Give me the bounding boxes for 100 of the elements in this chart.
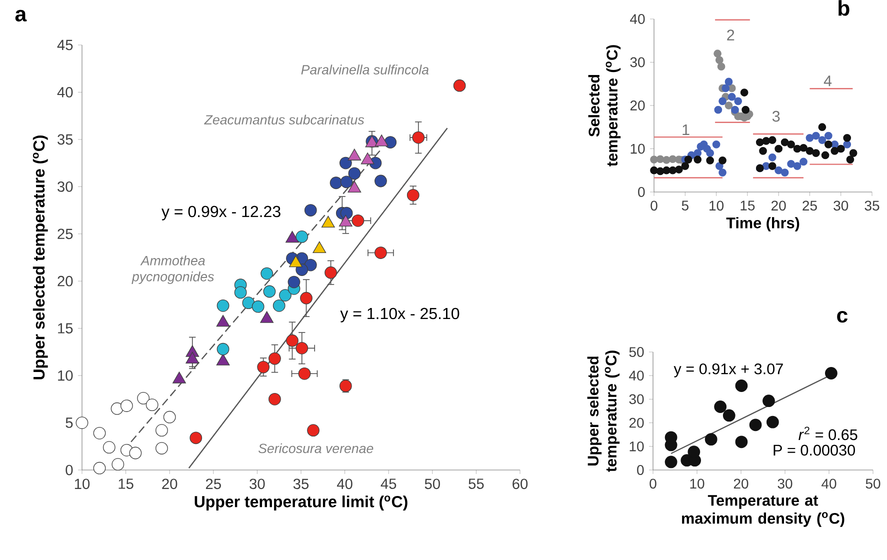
point: [787, 140, 795, 148]
point: [735, 436, 748, 448]
point: [768, 153, 776, 162]
point: [806, 146, 814, 155]
y-tick-label: 0: [638, 187, 645, 197]
x-tick-label: 10: [74, 478, 90, 490]
point: [818, 136, 826, 144]
point: [793, 162, 802, 170]
point: [684, 156, 692, 164]
point: [304, 204, 317, 216]
annotation: P = 0.00030: [774, 444, 855, 456]
point: [756, 138, 764, 146]
point: [830, 146, 839, 155]
annotation: y = 0.99x - 12.23: [162, 206, 280, 220]
annotation: y = 1.10x - 25.10: [340, 308, 460, 322]
point: [110, 402, 124, 415]
point: [824, 132, 832, 140]
x-tick-label: 25: [802, 200, 817, 211]
point: [740, 88, 748, 96]
point: [93, 462, 106, 474]
point: [812, 132, 820, 140]
point: [662, 166, 670, 174]
point: [339, 156, 352, 170]
point: [664, 456, 678, 468]
y-tick-label: 30: [58, 181, 73, 192]
point: [163, 410, 176, 424]
point: [712, 140, 720, 148]
chart-title: b: [838, 0, 850, 16]
point: [374, 174, 387, 188]
annotation: Zeacumantus subcarinatus: [204, 114, 364, 124]
x-tick-label: 10: [690, 478, 704, 489]
y-tick-label: 45: [57, 40, 73, 50]
chart-title: a: [15, 10, 27, 22]
point: [849, 149, 858, 158]
point: [718, 97, 726, 106]
x-axis-title: Time (hrs): [726, 217, 800, 232]
point: [734, 97, 742, 106]
point: [272, 299, 286, 312]
point: [662, 156, 670, 164]
annotation: 3: [772, 110, 780, 122]
y-tick-label: 40: [629, 370, 644, 381]
point: [821, 151, 830, 160]
point: [704, 433, 718, 446]
point: [348, 167, 361, 180]
point: [453, 79, 466, 92]
point: [190, 432, 202, 444]
point: [146, 398, 158, 412]
point: [780, 168, 789, 176]
point: [759, 146, 767, 155]
y-tick-label: 30: [629, 394, 644, 404]
point: [76, 416, 88, 429]
point: [718, 168, 726, 176]
point: [717, 62, 726, 71]
annotation: 1: [682, 124, 690, 135]
point: [93, 426, 106, 440]
point: [340, 206, 353, 220]
point: [268, 352, 281, 365]
point: [129, 446, 142, 460]
point: [296, 342, 308, 354]
x-axis-title: Upper temperature limit ($^{o}$C): [194, 496, 408, 510]
y-axis-title: Upper selected temperature ($^{o}$C): [32, 136, 48, 380]
point: [216, 342, 230, 356]
point: [706, 156, 714, 164]
point: [681, 162, 690, 170]
point: [137, 392, 150, 404]
annotation: 4: [824, 76, 832, 86]
y-tick-label: 20: [630, 100, 645, 110]
point: [818, 123, 826, 132]
point: [768, 162, 776, 170]
point: [722, 84, 730, 92]
point: [296, 264, 308, 276]
point: [787, 160, 795, 168]
x-tick-label: 35: [864, 200, 880, 211]
point: [252, 300, 264, 313]
point: [718, 156, 726, 164]
point: [307, 424, 320, 437]
point: [102, 441, 116, 454]
chart-title: c: [837, 310, 848, 323]
y-tick-label: 40: [57, 87, 73, 98]
point: [257, 360, 270, 374]
point: [112, 458, 124, 471]
y-tick-label: 10: [630, 144, 645, 154]
point: [728, 92, 736, 101]
point: [825, 367, 838, 380]
point: [846, 156, 854, 164]
y-tick-label: 0: [637, 465, 644, 475]
annotation: r$^{2}$ = 0.65: [798, 426, 858, 440]
point: [706, 149, 714, 158]
point: [824, 140, 832, 148]
point: [156, 442, 168, 454]
point: [774, 166, 783, 174]
point: [742, 106, 750, 114]
point: [714, 50, 722, 58]
x-tick-label: 5: [682, 200, 688, 210]
point: [749, 418, 762, 432]
point: [300, 292, 312, 304]
point: [260, 267, 274, 280]
y-tick-label: 20: [629, 418, 644, 428]
point: [216, 299, 230, 312]
point: [768, 136, 776, 144]
